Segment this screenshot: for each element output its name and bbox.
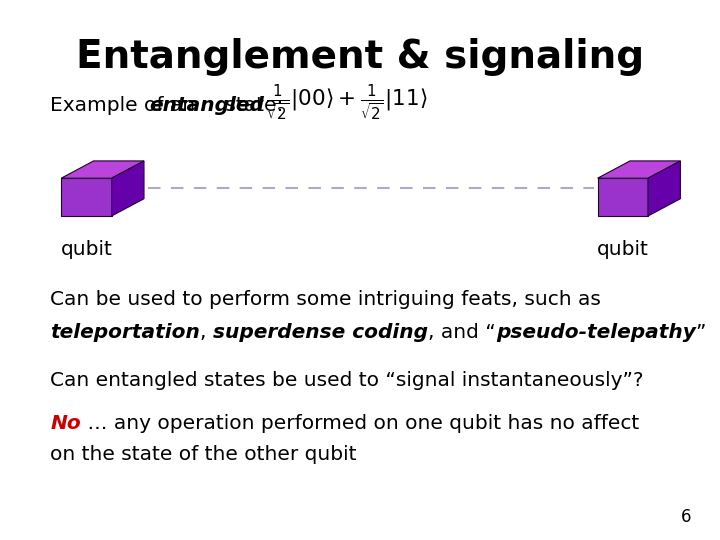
Text: qubit: qubit: [597, 240, 649, 259]
Polygon shape: [598, 178, 648, 216]
Text: ,: ,: [200, 322, 213, 342]
Text: teleportation: teleportation: [50, 322, 200, 342]
Text: Can be used to perform some intriguing feats, such as: Can be used to perform some intriguing f…: [50, 290, 601, 309]
Text: superdense coding: superdense coding: [213, 322, 428, 342]
Text: state:: state:: [219, 96, 283, 115]
Polygon shape: [648, 161, 680, 216]
Polygon shape: [598, 161, 680, 178]
Text: Example of an: Example of an: [50, 96, 202, 115]
Text: on the state of the other qubit: on the state of the other qubit: [50, 445, 357, 464]
Text: No: No: [50, 414, 81, 434]
Polygon shape: [61, 161, 144, 178]
Text: entangled: entangled: [150, 96, 265, 115]
Text: 6: 6: [680, 509, 691, 526]
Text: ”: ”: [696, 322, 706, 342]
Text: Can entangled states be used to “signal instantaneously”?: Can entangled states be used to “signal …: [50, 371, 644, 390]
Text: qubit: qubit: [60, 240, 112, 259]
Text: pseudo-telepathy: pseudo-telepathy: [496, 322, 696, 342]
Text: … any operation performed on one qubit has no affect: … any operation performed on one qubit h…: [81, 414, 639, 434]
Text: $\frac{1}{\sqrt{2}}|00\rangle + \frac{1}{\sqrt{2}}|11\rangle$: $\frac{1}{\sqrt{2}}|00\rangle + \frac{1}…: [266, 82, 428, 123]
Polygon shape: [61, 178, 112, 216]
Polygon shape: [112, 161, 144, 216]
Text: , and “: , and “: [428, 322, 496, 342]
Text: Entanglement & signaling: Entanglement & signaling: [76, 38, 644, 76]
